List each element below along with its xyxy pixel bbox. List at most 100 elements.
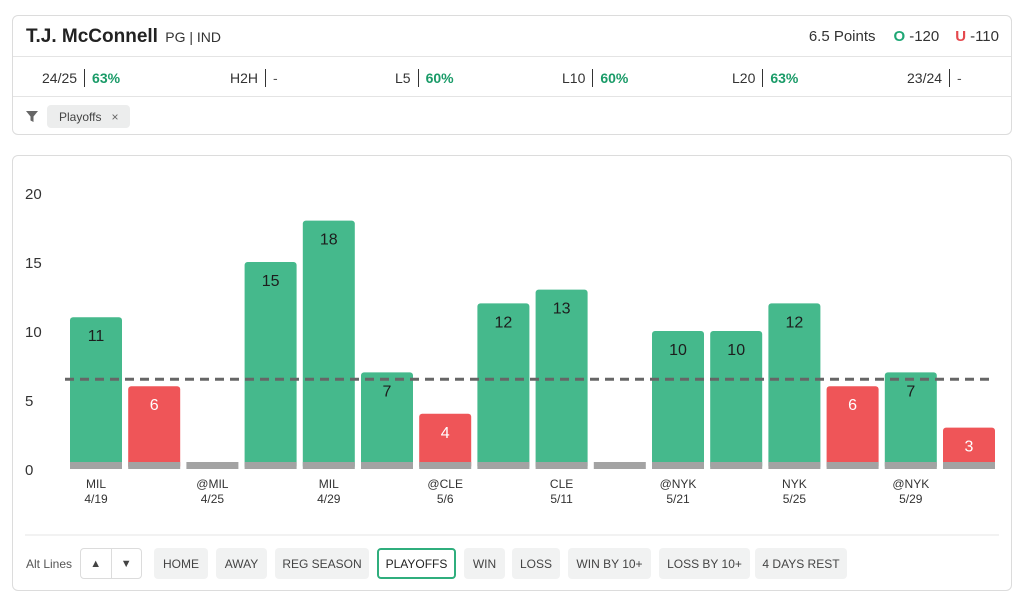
bar-base: [70, 462, 122, 469]
filter-loss-button[interactable]: LOSS: [512, 548, 560, 579]
bar-base: [768, 462, 821, 469]
bar[interactable]: [652, 331, 704, 469]
x-tick-opponent: @MIL: [196, 477, 229, 491]
bar-value-label: 13: [553, 301, 571, 318]
x-tick-date: 4/25: [201, 492, 225, 506]
bar-base: [302, 462, 355, 469]
remove-filter-icon[interactable]: ×: [111, 109, 119, 124]
hit-rate-stats-row: 24/25 63% H2H - L5 60% L10 60% L20 63% 2…: [13, 57, 1011, 97]
x-tick-opponent: @NYK: [660, 477, 697, 491]
bar[interactable]: [768, 303, 821, 469]
stat-l5[interactable]: L5 60%: [395, 69, 454, 87]
bar-value-label: 12: [786, 314, 804, 331]
filter-loss-by-10-button[interactable]: LOSS BY 10+: [659, 548, 750, 579]
bar[interactable]: [361, 372, 413, 469]
bar[interactable]: [943, 427, 995, 469]
stat-season[interactable]: 24/25 63%: [42, 69, 120, 87]
bar-value-label: 15: [262, 273, 280, 290]
bar[interactable]: [884, 372, 937, 469]
y-tick-label: 20: [25, 186, 42, 203]
chevron-down-icon[interactable]: ▼: [120, 557, 132, 570]
filter-home-button[interactable]: HOME: [154, 548, 208, 579]
stat-label: H2H: [230, 70, 259, 86]
stat-label: 24/25: [42, 70, 78, 86]
x-tick-date: 5/21: [666, 492, 690, 506]
filter-funnel-icon: [26, 111, 38, 122]
bar-value-label: 4: [441, 425, 450, 442]
x-tick-opponent: @CLE: [427, 477, 463, 491]
filter-away-button[interactable]: AWAY: [216, 548, 267, 579]
under-icon: U: [955, 28, 967, 45]
alt-lines-stepper: ▲ ▼: [80, 548, 142, 579]
chart-filter-controls: Alt Lines ▲ ▼ HOME AWAY REG SEASON PLAYO…: [13, 546, 1011, 582]
over-odds[interactable]: -120: [909, 28, 940, 45]
stat-divider: [949, 69, 951, 87]
bar[interactable]: [710, 331, 763, 469]
stat-value: 63%: [92, 70, 121, 86]
game-log-chart-card: 0 5 10 15 20 11 6 15 18 7 4 12 13 10 10 12 6 7 3 MIL 4/19 @MI…: [12, 155, 1012, 591]
bar-value-label: 10: [669, 342, 687, 359]
stat-label: L10: [562, 70, 586, 86]
y-tick-label: 5: [25, 393, 33, 410]
playoffs-filter-chip[interactable]: Playoffs ×: [47, 105, 131, 128]
bar-value-label: 6: [150, 397, 159, 414]
stat-divider: [592, 69, 594, 87]
stat-l20[interactable]: L20 63%: [732, 69, 798, 87]
stat-h2h[interactable]: H2H -: [230, 69, 278, 87]
bar-base: [361, 462, 413, 469]
stat-label: 23/24: [907, 70, 943, 86]
stat-label: L20: [732, 70, 756, 86]
bar-base: [943, 462, 995, 469]
bar-base: [652, 462, 704, 469]
bar-base: [884, 462, 937, 469]
bar-base: [186, 462, 239, 469]
bar[interactable]: [70, 317, 122, 469]
under-odds[interactable]: -110: [970, 28, 999, 45]
bar-base: [710, 462, 763, 469]
bar-base: [593, 462, 646, 469]
bar[interactable]: [477, 303, 530, 469]
alt-lines-label: Alt Lines: [26, 557, 73, 571]
bar[interactable]: [419, 413, 472, 469]
player-name-block: T.J. McConnell PG | IND: [26, 26, 221, 48]
filter-playoffs-button[interactable]: PLAYOFFS: [377, 548, 456, 579]
bar-base: [244, 462, 297, 469]
prop-line-info: 6.5 Points O -120 U -110: [809, 28, 999, 45]
stat-divider: [417, 69, 419, 87]
player-name: T.J. McConnell: [26, 26, 158, 47]
bar[interactable]: [128, 386, 181, 469]
stat-l10[interactable]: L10 60%: [562, 69, 628, 87]
stat-last-season[interactable]: 23/24 -: [907, 69, 962, 87]
x-tick-date: 5/11: [550, 492, 573, 506]
stat-label: L5: [395, 70, 411, 86]
bar-value-label: 12: [495, 314, 513, 331]
x-tick-date: 4/29: [317, 492, 341, 506]
x-tick-date: 4/19: [84, 492, 108, 506]
filter-win-by-10-button[interactable]: WIN BY 10+: [568, 548, 651, 579]
stat-divider: [265, 69, 267, 87]
stat-divider: [762, 69, 764, 87]
bar[interactable]: [302, 220, 355, 469]
y-tick-label: 0: [25, 462, 33, 479]
chevron-up-icon[interactable]: ▲: [81, 549, 112, 578]
filter-4-days-rest-button[interactable]: 4 DAYS REST: [755, 548, 847, 579]
stat-value: -: [957, 70, 962, 86]
filter-reg-season-button[interactable]: REG SEASON: [275, 548, 369, 579]
bar-base: [128, 462, 181, 469]
bar[interactable]: [826, 386, 879, 469]
header-top-row: T.J. McConnell PG | IND 6.5 Points O -12…: [13, 16, 1011, 57]
bar-value-label: 7: [383, 383, 392, 400]
x-tick-opponent: MIL: [319, 477, 339, 491]
stat-value: 60%: [425, 70, 454, 86]
stat-value: 60%: [600, 70, 629, 86]
filter-win-button[interactable]: WIN: [464, 548, 505, 579]
y-tick-label: 15: [25, 255, 42, 272]
bar-value-label: 7: [906, 383, 915, 400]
x-tick-opponent: NYK: [782, 477, 807, 491]
bar-value-label: 3: [965, 439, 974, 456]
x-tick-date: 5/25: [783, 492, 807, 506]
bar-base: [826, 462, 879, 469]
bar[interactable]: [244, 262, 297, 469]
x-tick-date: 5/6: [437, 492, 454, 506]
